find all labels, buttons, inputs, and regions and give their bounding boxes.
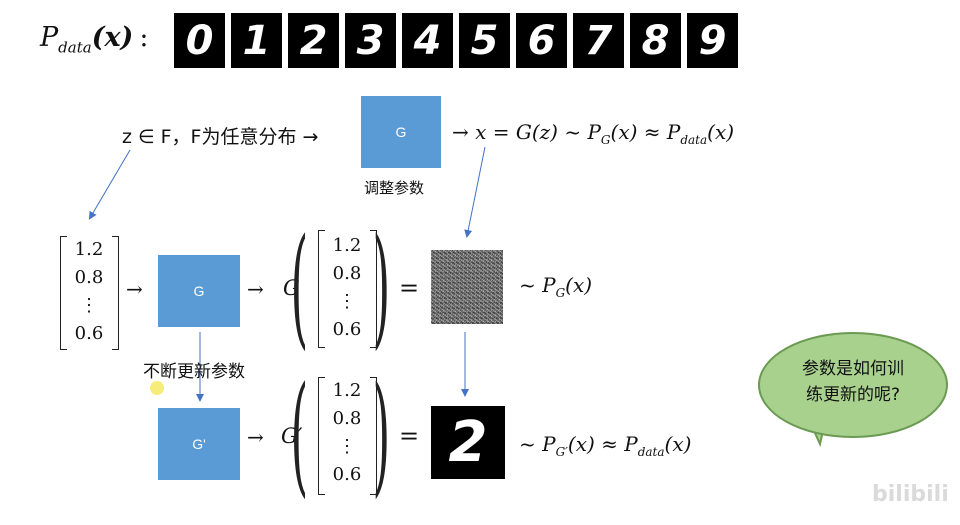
top-right-formula: → x = G(z) ~ PG(x) ≈ Pdata(x) bbox=[452, 120, 734, 147]
g-paren-right: ) bbox=[372, 210, 391, 362]
generator-box-top: G bbox=[361, 96, 441, 168]
mnist-digit-4: 4 bbox=[402, 13, 453, 68]
g-input-vector: 1.2 0.8 ⋮ 0.6 bbox=[320, 232, 374, 344]
pgprime-distribution-arg: (x) ≈ P bbox=[567, 432, 638, 456]
adjust-params-label: 调整参数 bbox=[364, 179, 425, 197]
mnist-digit-9: 9 bbox=[687, 13, 738, 68]
pdata-subscript: data bbox=[58, 38, 92, 57]
z-in-f-text: z ∈ F，F为任意分布 → bbox=[122, 126, 319, 148]
pg-distribution: ~ PG(x) bbox=[519, 273, 592, 300]
pg-subscript: G bbox=[600, 133, 611, 147]
arrow-vector-to-g: → bbox=[126, 277, 143, 301]
speech-bubble-line-1: 参数是如何训 bbox=[802, 359, 904, 379]
g-vector-entry: ⋮ bbox=[338, 291, 356, 312]
top-right-formula-main: → x = G(z) ~ P bbox=[452, 120, 601, 144]
watermark: bilibili bbox=[872, 482, 949, 507]
g-vector-bracket-left bbox=[318, 230, 325, 348]
pg-distribution-arg: (x) bbox=[565, 273, 593, 297]
noise-image bbox=[431, 250, 503, 324]
pg-distribution-main: ~ P bbox=[519, 273, 556, 297]
generator-box-updated-label: G' bbox=[192, 436, 206, 452]
pgprime-distribution-main: ~ P bbox=[519, 432, 556, 456]
vector-entry: 1.2 bbox=[74, 239, 104, 260]
vector-bracket-right bbox=[112, 236, 119, 350]
equals-bottom: = bbox=[399, 422, 420, 450]
generated-digit: 2 bbox=[448, 410, 488, 475]
g-function-symbol: G bbox=[283, 276, 300, 300]
mnist-digit-1: 1 bbox=[231, 13, 282, 68]
gprime-vector-entry: 0.6 bbox=[332, 464, 362, 485]
pdata-subscript-bottom: data bbox=[637, 445, 665, 459]
gprime-input-vector: 1.2 0.8 ⋮ 0.6 bbox=[320, 377, 374, 489]
pgprime-distribution-sub: G′ bbox=[555, 445, 568, 459]
speech-bubble-text: 参数是如何训 练更新的呢? bbox=[778, 356, 928, 408]
speech-bubble-line-2: 练更新的呢? bbox=[805, 385, 901, 405]
gprime-vector-entry: ⋮ bbox=[338, 436, 356, 457]
generated-digit-image: 2 bbox=[431, 406, 505, 479]
gprime-function-symbol: G′ bbox=[281, 424, 303, 448]
gprime-vector-entry: 1.2 bbox=[332, 380, 362, 401]
g-vector-entry: 0.6 bbox=[332, 319, 362, 340]
g-vector-entry: 1.2 bbox=[332, 235, 362, 256]
mnist-digit-7: 7 bbox=[573, 13, 624, 68]
colon: : bbox=[139, 22, 149, 53]
g-vector-bracket-right bbox=[370, 230, 377, 348]
arrow-x-to-noise bbox=[464, 146, 486, 238]
vector-entry: ⋮ bbox=[80, 295, 98, 316]
pdata-symbol: P bbox=[40, 22, 59, 53]
equals-middle: = bbox=[399, 274, 420, 302]
mnist-digit-3: 3 bbox=[345, 13, 396, 68]
mnist-digit-5: 5 bbox=[459, 13, 510, 68]
update-params-note: 不断更新参数 bbox=[143, 362, 245, 382]
pg-arg: (x) ≈ P bbox=[610, 120, 681, 144]
pdata-arg: (x) bbox=[91, 22, 134, 53]
generator-box-middle-label: G bbox=[193, 283, 205, 299]
arrow-gprime-to-func: → bbox=[247, 425, 264, 449]
mnist-digit-8: 8 bbox=[630, 13, 681, 68]
generator-box-middle: G bbox=[158, 255, 240, 327]
gprime-vector-bracket-left bbox=[318, 377, 325, 495]
arrow-g-to-func: → bbox=[247, 277, 264, 301]
vector-entry: 0.6 bbox=[74, 323, 104, 344]
gprime-vector-bracket-right bbox=[370, 377, 377, 495]
pgprime-distribution: ~ PG′(x) ≈ Pdata(x) bbox=[519, 432, 691, 459]
arrow-z-to-vector bbox=[88, 149, 131, 220]
input-vector: 1.2 0.8 ⋮ 0.6 bbox=[62, 236, 116, 348]
pdata-arg-bottom: (x) bbox=[664, 432, 692, 456]
pdata-subscript-top: data bbox=[680, 133, 708, 147]
vector-entry: 0.8 bbox=[74, 267, 104, 288]
mnist-digit-2: 2 bbox=[288, 13, 339, 68]
pdata-label: Pdata(x): bbox=[40, 22, 148, 56]
pdata-arg-top: (x) bbox=[707, 120, 735, 144]
gprime-paren-left: ( bbox=[290, 358, 309, 510]
gprime-vector-entry: 0.8 bbox=[332, 408, 362, 429]
cursor-highlight bbox=[150, 381, 164, 395]
pg-distribution-sub: G bbox=[555, 286, 566, 300]
g-paren-left: ( bbox=[290, 210, 309, 362]
g-vector-entry: 0.8 bbox=[332, 263, 362, 284]
speech-bubble bbox=[758, 332, 948, 438]
gprime-paren-right: ) bbox=[372, 358, 391, 510]
mnist-digit-0: 0 bbox=[174, 13, 225, 68]
vector-bracket-left bbox=[60, 236, 67, 350]
generator-box-updated: G' bbox=[158, 408, 240, 480]
mnist-digit-6: 6 bbox=[516, 13, 567, 68]
generator-box-top-label: G bbox=[395, 124, 407, 140]
